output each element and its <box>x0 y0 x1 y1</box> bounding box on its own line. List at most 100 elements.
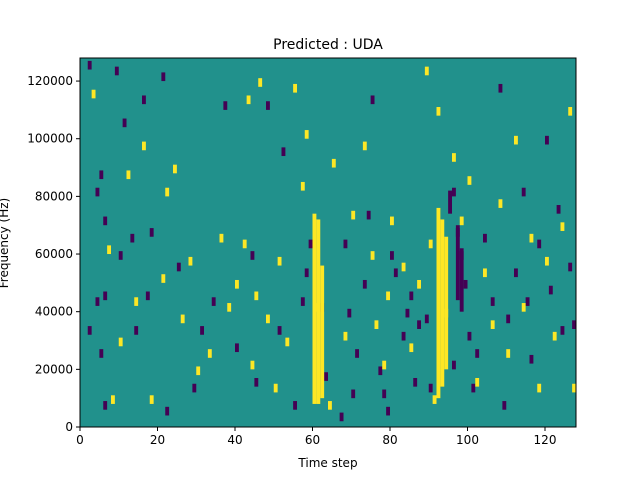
heatmap-cell-class-0 <box>87 60 92 70</box>
heatmap-cell-class-0 <box>521 187 526 197</box>
y-tick-label: 60000 <box>35 247 73 261</box>
heatmap-cell-class-2 <box>514 135 518 145</box>
heatmap-cell-class-0 <box>452 187 456 197</box>
heatmap-cell-class-2 <box>258 78 263 87</box>
heatmap-cell-class-2 <box>149 395 154 404</box>
heatmap-background <box>80 58 576 427</box>
heatmap-band-class-0 <box>459 248 464 312</box>
heatmap-cell-class-0 <box>293 401 298 410</box>
heatmap-cell-class-0 <box>200 326 205 335</box>
heatmap-cells <box>87 60 577 422</box>
heatmap-cell-class-0 <box>355 349 360 358</box>
heatmap-cell-class-0 <box>386 406 391 416</box>
heatmap-cell-class-2 <box>498 199 503 208</box>
y-tick-label: 40000 <box>35 305 73 319</box>
y-axis-label: Frequency (Hz) <box>0 198 11 289</box>
heatmap-cell-class-0 <box>118 251 123 260</box>
heatmap-cell-class-0 <box>405 308 410 318</box>
heatmap-cell-class-2 <box>266 314 270 324</box>
heatmap-cell-class-0 <box>452 360 456 370</box>
heatmap-cell-class-2 <box>432 395 437 404</box>
heatmap-cell-class-0 <box>382 389 387 399</box>
heatmap-cell-class-2 <box>227 303 232 312</box>
heatmap-cell-class-0 <box>145 291 150 301</box>
heatmap-cell-class-0 <box>223 101 228 110</box>
heatmap-cell-class-0 <box>308 239 313 249</box>
heatmap-cell-class-2 <box>304 130 309 139</box>
y-tick-label: 80000 <box>35 189 73 203</box>
x-tick-label: 40 <box>227 433 242 447</box>
heatmap-cell-class-0 <box>324 372 329 381</box>
heatmap-cell-class-2 <box>467 176 472 185</box>
heatmap-cell-class-0 <box>393 268 398 278</box>
heatmap-cell-class-0 <box>165 406 170 416</box>
heatmap-cell-class-2 <box>490 320 495 329</box>
heatmap-cell-class-2 <box>545 256 549 266</box>
heatmap-cell-class-0 <box>568 262 573 272</box>
x-tick-label: 0 <box>76 433 84 447</box>
heatmap-cell-class-0 <box>560 326 565 335</box>
heatmap-cell-class-2 <box>436 107 441 116</box>
heatmap-cell-class-2 <box>196 366 201 376</box>
x-tick-label: 20 <box>150 433 165 447</box>
y-tick-label: 0 <box>65 420 73 434</box>
heatmap-cell-class-0 <box>130 233 135 243</box>
heatmap-band-class-0 <box>455 225 460 301</box>
heatmap-cell-class-0 <box>490 297 495 306</box>
heatmap-cell-class-0 <box>161 72 166 82</box>
heatmap-cell-class-0 <box>378 366 383 376</box>
heatmap-cell-class-2 <box>126 170 131 180</box>
heatmap-cell-class-2 <box>188 256 193 266</box>
heatmap-cell-class-2 <box>401 262 406 272</box>
heatmap-cell-class-2 <box>521 303 526 312</box>
heatmap-cell-class-0 <box>413 377 418 387</box>
heatmap-cell-class-0 <box>235 343 239 353</box>
heatmap-cell-class-2 <box>300 181 305 191</box>
heatmap-cell-class-2 <box>165 187 170 197</box>
heatmap-cell-class-0 <box>471 383 476 393</box>
heatmap-cell-class-2 <box>568 107 573 116</box>
heatmap-cell-class-0 <box>250 251 255 260</box>
heatmap-cell-class-2 <box>285 337 290 347</box>
heatmap-cell-class-2 <box>409 343 414 353</box>
heatmap-band-class-2 <box>436 207 441 399</box>
heatmap-cell-class-0 <box>475 349 480 358</box>
heatmap-cell-class-0 <box>428 383 433 393</box>
heatmap-cell-class-2 <box>552 331 557 341</box>
heatmap-cell-class-0 <box>142 95 146 105</box>
heatmap-cell-class-0 <box>300 297 305 306</box>
heatmap-cell-class-0 <box>114 66 119 76</box>
heatmap-cell-class-2 <box>235 279 239 289</box>
heatmap-cell-class-0 <box>572 320 577 329</box>
heatmap-cell-class-0 <box>176 262 181 272</box>
heatmap-cell-class-0 <box>192 383 197 393</box>
heatmap-cell-class-0 <box>463 279 468 289</box>
heatmap-band-class-2 <box>320 265 325 399</box>
heatmap-cell-class-0 <box>370 95 375 105</box>
heatmap-cell-class-2 <box>254 291 259 301</box>
heatmap-band-class-2 <box>312 213 317 404</box>
y-tick-label: 20000 <box>35 362 73 376</box>
heatmap-cell-class-2 <box>537 383 542 393</box>
heatmap-cell-class-0 <box>281 147 286 157</box>
heatmap-cell-class-2 <box>91 89 96 99</box>
heatmap-cell-class-2 <box>331 158 336 168</box>
x-tick-label: 60 <box>305 433 320 447</box>
y-tick-label: 120000 <box>27 74 73 88</box>
x-tick-label: 100 <box>456 433 479 447</box>
heatmap-cell-class-0 <box>548 285 553 295</box>
heatmap-cell-class-0 <box>254 377 259 387</box>
heatmap-cell-class-2 <box>134 297 139 306</box>
heatmap-cell-class-0 <box>339 412 344 422</box>
heatmap-cell-class-0 <box>362 279 367 289</box>
heatmap-cell-class-0 <box>514 268 518 278</box>
heatmap-cell-class-0 <box>525 297 530 306</box>
heatmap-cell-class-2 <box>475 377 480 387</box>
heatmap-cell-class-0 <box>277 326 282 335</box>
x-tick-label: 120 <box>534 433 557 447</box>
heatmap-cell-class-2 <box>111 395 115 404</box>
heatmap-cell-class-0 <box>266 101 270 110</box>
heatmap-cell-class-2 <box>250 360 255 370</box>
heatmap-cell-class-0 <box>103 291 108 301</box>
plot-frame <box>79 57 577 428</box>
